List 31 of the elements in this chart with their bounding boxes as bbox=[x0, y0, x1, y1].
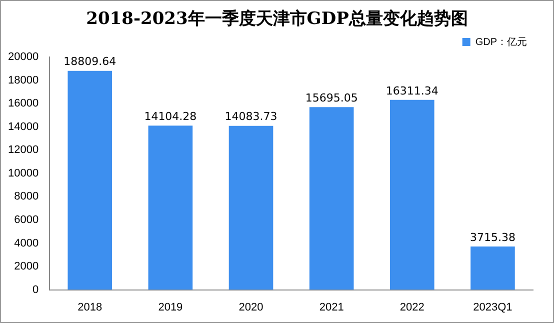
data-label: 15695.05 bbox=[305, 91, 358, 104]
y-tick-label: 16000 bbox=[8, 98, 39, 110]
y-tick-label: 20000 bbox=[8, 51, 39, 64]
y-tick-label: 0 bbox=[32, 284, 39, 296]
data-label: 16311.34 bbox=[386, 84, 438, 98]
y-tick-label: 14000 bbox=[8, 120, 39, 133]
chart-title: 2018-2023年一季度天津市GDP总量变化趋势图 bbox=[85, 8, 469, 31]
bar bbox=[148, 126, 193, 290]
y-tick-label: 2000 bbox=[14, 260, 39, 273]
y-tick-label: 6000 bbox=[14, 214, 39, 226]
x-tick-label: 2022 bbox=[400, 301, 424, 314]
bar bbox=[470, 246, 515, 290]
y-tick-label: 4000 bbox=[14, 237, 39, 250]
bar bbox=[228, 126, 274, 290]
y-tick-label: 18000 bbox=[8, 74, 39, 86]
y-tick-label: 10000 bbox=[8, 167, 39, 180]
x-tick-label: 2020 bbox=[238, 301, 264, 314]
x-tick-label: 2019 bbox=[158, 301, 183, 314]
x-tick-label: 2021 bbox=[319, 301, 344, 314]
x-tick-label: 2023Q1 bbox=[473, 301, 512, 314]
y-tick-label: 12000 bbox=[8, 144, 39, 156]
x-tick-label: 2018 bbox=[78, 301, 102, 314]
data-label: 3715.38 bbox=[470, 230, 516, 244]
bar bbox=[309, 107, 354, 290]
y-tick-label: 8000 bbox=[14, 190, 39, 203]
data-label: 14083.73 bbox=[224, 110, 278, 124]
bar bbox=[390, 100, 434, 290]
legend-label: GDP：亿元 bbox=[475, 36, 527, 48]
bar bbox=[68, 70, 112, 290]
data-label: 14104.28 bbox=[144, 110, 197, 123]
data-label: 18809.64 bbox=[64, 55, 116, 68]
